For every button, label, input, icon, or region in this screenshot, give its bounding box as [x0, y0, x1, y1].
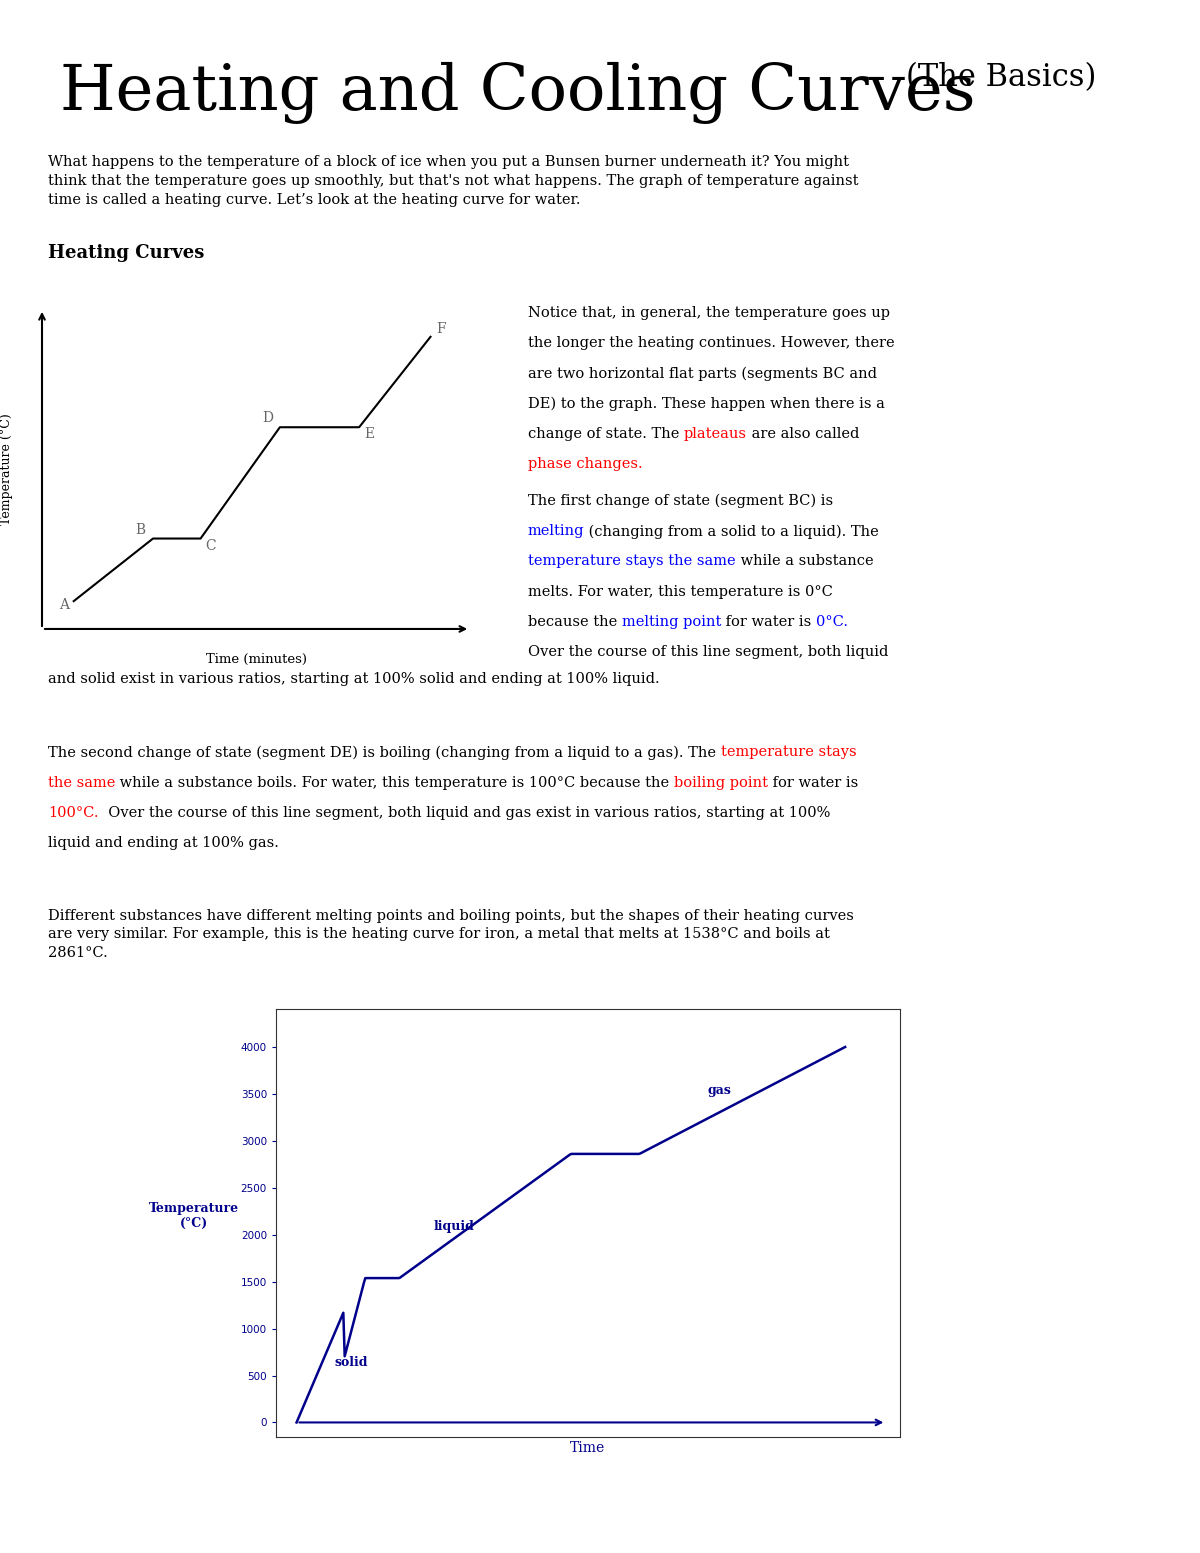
Text: the same: the same	[48, 775, 115, 790]
Text: change of state. The: change of state. The	[528, 427, 684, 441]
X-axis label: Time: Time	[570, 1441, 606, 1455]
Text: The first change of state (segment BC) is: The first change of state (segment BC) i…	[528, 494, 833, 508]
Text: solid: solid	[335, 1356, 367, 1370]
Text: DE) to the graph. These happen when there is a: DE) to the graph. These happen when ther…	[528, 396, 884, 412]
Text: boiling point: boiling point	[674, 775, 768, 790]
Text: Heating Curves: Heating Curves	[48, 244, 204, 262]
Text: because the: because the	[528, 615, 622, 629]
Text: Over the course of this line segment, both liquid and gas exist in various ratio: Over the course of this line segment, bo…	[98, 806, 830, 820]
Text: Temperature (°C): Temperature (°C)	[0, 413, 13, 525]
Text: 100°C.: 100°C.	[48, 806, 98, 820]
Text: D: D	[263, 412, 274, 426]
Text: plateaus: plateaus	[684, 427, 748, 441]
Text: What happens to the temperature of a block of ice when you put a Bunsen burner u: What happens to the temperature of a blo…	[48, 155, 858, 207]
Text: The second change of state (segment DE) is boiling (changing from a liquid to a : The second change of state (segment DE) …	[48, 745, 721, 759]
Text: C: C	[205, 539, 216, 553]
Text: melts. For water, this temperature is 0°C: melts. For water, this temperature is 0°…	[528, 584, 833, 599]
Text: for water is: for water is	[768, 775, 858, 790]
Text: Heating and Cooling Curves: Heating and Cooling Curves	[60, 62, 976, 124]
Text: Over the course of this line segment, both liquid: Over the course of this line segment, bo…	[528, 646, 888, 660]
Text: phase changes.: phase changes.	[528, 458, 643, 472]
Text: and solid exist in various ratios, starting at 100% solid and ending at 100% liq: and solid exist in various ratios, start…	[48, 672, 660, 686]
Text: for water is: for water is	[721, 615, 816, 629]
Text: while a substance: while a substance	[736, 554, 874, 568]
Text: melting point: melting point	[622, 615, 721, 629]
Text: temperature stays the same: temperature stays the same	[528, 554, 736, 568]
Text: the longer the heating continues. However, there: the longer the heating continues. Howeve…	[528, 335, 895, 351]
Text: (changing from a solid to a liquid). The: (changing from a solid to a liquid). The	[584, 523, 880, 539]
Text: Temperature
(°C): Temperature (°C)	[149, 1202, 239, 1230]
Text: gas: gas	[708, 1084, 732, 1096]
Text: while a substance boils. For water, this temperature is 100°C because the: while a substance boils. For water, this…	[115, 775, 674, 790]
Text: melting: melting	[528, 523, 584, 539]
Text: temperature stays: temperature stays	[721, 745, 857, 759]
Text: are also called: are also called	[748, 427, 859, 441]
Text: Notice that, in general, the temperature goes up: Notice that, in general, the temperature…	[528, 306, 890, 320]
Text: B: B	[136, 523, 145, 537]
Text: (The Basics): (The Basics)	[906, 62, 1097, 93]
Text: liquid and ending at 100% gas.: liquid and ending at 100% gas.	[48, 836, 278, 851]
Text: A: A	[60, 598, 70, 612]
Text: F: F	[436, 323, 445, 337]
Text: 0°C.: 0°C.	[816, 615, 848, 629]
Text: Time (minutes): Time (minutes)	[205, 654, 306, 666]
Text: Different substances have different melting points and boiling points, but the s: Different substances have different melt…	[48, 909, 854, 960]
Text: are two horizontal flat parts (segments BC and: are two horizontal flat parts (segments …	[528, 367, 877, 380]
Text: liquid: liquid	[433, 1221, 474, 1233]
Text: E: E	[365, 427, 374, 441]
